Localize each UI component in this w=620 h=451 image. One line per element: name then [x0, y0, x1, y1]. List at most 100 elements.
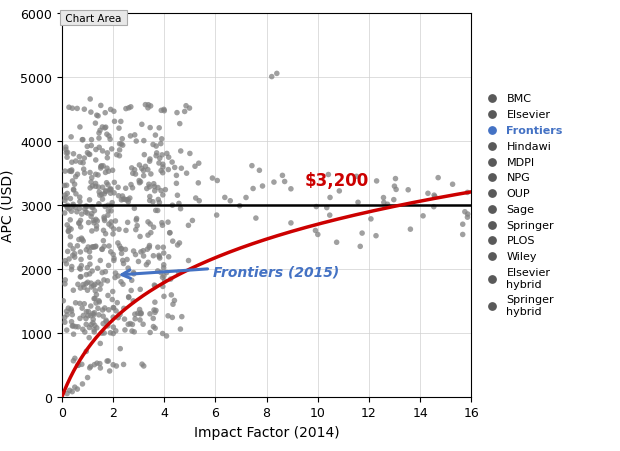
Point	[158, 164, 168, 171]
Point	[235, 202, 245, 210]
Point	[86, 363, 95, 370]
Point	[123, 199, 133, 206]
Point	[70, 384, 80, 391]
Point	[403, 187, 413, 194]
Point	[81, 247, 91, 254]
Point	[84, 334, 94, 341]
Point	[430, 193, 440, 201]
Point	[111, 327, 121, 335]
Point	[460, 209, 470, 216]
Point	[73, 243, 82, 250]
Point	[102, 131, 112, 138]
Point	[66, 208, 76, 216]
Point	[76, 273, 86, 281]
Point	[73, 362, 82, 369]
Point	[67, 263, 77, 271]
Point	[108, 324, 118, 331]
Point	[175, 326, 185, 333]
Point	[76, 262, 86, 270]
Point	[144, 158, 154, 166]
Point	[251, 215, 261, 222]
Point	[126, 165, 136, 172]
Point	[110, 119, 120, 126]
Point	[174, 269, 184, 276]
Point	[193, 180, 203, 187]
Point	[117, 250, 126, 258]
Point	[167, 159, 177, 166]
Point	[109, 190, 119, 197]
Point	[85, 261, 95, 268]
Point	[113, 240, 123, 247]
Point	[100, 188, 110, 195]
Point	[76, 159, 86, 166]
Point	[254, 167, 264, 175]
Point	[458, 221, 467, 228]
Point	[75, 124, 85, 131]
Point	[89, 295, 99, 303]
Point	[87, 268, 97, 275]
Point	[87, 228, 97, 235]
Point	[75, 300, 85, 307]
Point	[156, 141, 166, 148]
Point	[151, 207, 161, 215]
Point	[94, 184, 104, 191]
Point	[68, 357, 78, 364]
Point	[106, 208, 116, 215]
Point	[68, 246, 78, 253]
Point	[60, 198, 70, 205]
Point	[157, 220, 167, 227]
Point	[74, 220, 84, 227]
Point	[120, 316, 130, 323]
Point	[130, 315, 140, 322]
Point	[67, 159, 77, 166]
Point	[87, 183, 97, 190]
Point	[174, 200, 184, 207]
Point	[85, 271, 95, 278]
Point	[124, 294, 134, 301]
Point	[79, 166, 89, 173]
Point	[62, 222, 72, 229]
Point	[109, 255, 119, 262]
Point	[166, 276, 175, 283]
Point	[77, 361, 87, 368]
Point	[95, 360, 105, 368]
Point	[69, 181, 79, 189]
Point	[185, 151, 195, 158]
Point	[87, 204, 97, 212]
Point	[157, 274, 167, 281]
Point	[128, 170, 138, 178]
Text: Chart Area: Chart Area	[62, 14, 125, 23]
Point	[194, 160, 204, 167]
Point	[97, 246, 107, 253]
Point	[76, 235, 86, 242]
Point	[109, 257, 119, 264]
Point	[172, 110, 182, 117]
Point	[177, 313, 187, 321]
Point	[68, 322, 78, 330]
Point	[69, 186, 79, 193]
Point	[96, 163, 106, 170]
Point	[76, 266, 86, 273]
Point	[108, 231, 118, 238]
Point	[143, 102, 153, 109]
Point	[156, 107, 166, 115]
Point	[129, 271, 139, 278]
Point	[286, 186, 296, 193]
Point	[105, 106, 115, 114]
Point	[66, 195, 76, 202]
Point	[156, 168, 166, 175]
Point	[119, 305, 129, 312]
Point	[65, 242, 75, 249]
Point	[176, 148, 186, 155]
Point	[70, 355, 80, 362]
Point	[70, 254, 80, 261]
Point	[92, 324, 102, 331]
Point	[155, 155, 165, 162]
Point	[135, 286, 145, 293]
Point	[64, 168, 74, 175]
Point	[95, 192, 105, 199]
Point	[110, 274, 120, 281]
Point	[64, 104, 74, 111]
Point	[63, 202, 73, 209]
Point	[176, 165, 186, 172]
